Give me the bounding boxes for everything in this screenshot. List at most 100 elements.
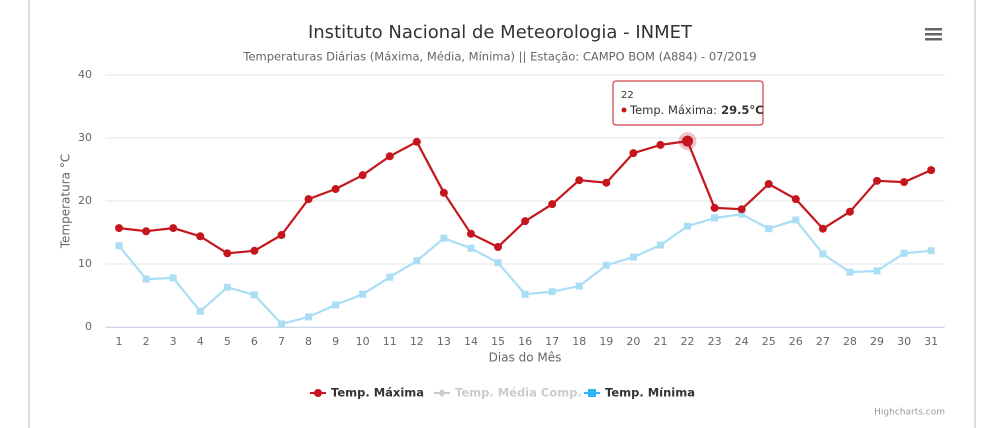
tooltip-label: Temp. Máxima:: [629, 103, 717, 117]
data-point: [738, 210, 746, 218]
x-tick-label: 20: [626, 335, 640, 348]
menu-bar: [925, 33, 942, 36]
tooltip-bullet: [621, 107, 627, 113]
data-point: [845, 207, 854, 216]
y-axis-title: Temperatura °C: [59, 154, 73, 249]
data-point: [250, 291, 258, 299]
x-axis-title: Dias do Mês: [489, 351, 562, 365]
data-point: [359, 290, 367, 298]
data-point: [791, 195, 800, 204]
data-point: [656, 140, 665, 149]
data-point: [196, 307, 204, 315]
data-point: [873, 176, 882, 185]
data-point: [927, 247, 935, 255]
data-point: [169, 224, 178, 233]
data-point: [169, 274, 177, 282]
data-point: [142, 275, 150, 283]
credits[interactable]: Highcharts.com: [874, 408, 945, 418]
menu-bar: [925, 38, 942, 41]
data-point: [385, 152, 394, 161]
data-point: [710, 203, 719, 212]
data-point: [332, 301, 340, 309]
data-point: [142, 227, 151, 236]
x-tick-label: 13: [437, 335, 451, 348]
data-point: [521, 290, 529, 298]
data-point: [684, 222, 692, 230]
data-point: [846, 268, 854, 276]
y-tick-label: 10: [78, 257, 92, 270]
x-tick-label: 10: [356, 335, 370, 348]
data-point: [602, 261, 610, 269]
data-point: [819, 250, 827, 258]
x-tick-label: 1: [116, 335, 123, 348]
legend-item[interactable]: Temp. Média Comp.: [434, 386, 582, 400]
x-tick-label: 23: [708, 335, 722, 348]
data-point: [521, 217, 530, 226]
tooltip-line: Temp. Máxima: 29.5°C: [629, 103, 764, 117]
legend-label: Temp. Máxima: [331, 386, 424, 400]
x-tick-label: 22: [681, 335, 695, 348]
legend-marker: [588, 389, 596, 397]
x-tick-label: 24: [735, 335, 749, 348]
x-tick-label: 15: [491, 335, 505, 348]
data-point: [900, 178, 909, 187]
data-point: [277, 320, 285, 328]
data-point: [413, 257, 421, 265]
x-tick-label: 31: [924, 335, 938, 348]
legend-item[interactable]: Temp. Máxima: [310, 386, 424, 400]
data-point: [440, 234, 448, 242]
x-tick-label: 3: [170, 335, 177, 348]
x-tick-label: 2: [143, 335, 150, 348]
data-point: [115, 224, 124, 233]
x-tick-label: 8: [305, 335, 312, 348]
data-point: [548, 200, 557, 209]
data-point: [656, 241, 664, 249]
x-tick-label: 18: [572, 335, 586, 348]
data-point: [439, 188, 448, 197]
legend-item[interactable]: Temp. Mínima: [584, 386, 695, 400]
data-point: [629, 149, 638, 158]
data-point: [386, 273, 394, 281]
x-tick-label: 9: [332, 335, 339, 348]
data-point: [900, 249, 908, 257]
legend-label: Temp. Média Comp.: [455, 386, 582, 400]
data-point: [818, 224, 827, 233]
x-tick-label: 5: [224, 335, 231, 348]
x-tick-label: 7: [278, 335, 285, 348]
data-point: [737, 205, 746, 214]
data-point: [602, 178, 611, 187]
x-tick-label: 27: [816, 335, 830, 348]
data-point: [575, 282, 583, 290]
data-point: [196, 232, 205, 241]
legend-marker: [438, 389, 446, 397]
x-tick-label: 6: [251, 335, 258, 348]
tooltip: 22 Temp. Máxima: 29.5°C: [612, 80, 764, 126]
data-point: [711, 214, 719, 222]
data-point: [115, 242, 123, 250]
data-point: [466, 229, 475, 238]
chart-title: Instituto Nacional de Meteorologia - INM…: [308, 22, 693, 43]
data-point: [358, 171, 367, 180]
x-tick-label: 25: [762, 335, 776, 348]
menu-button[interactable]: [925, 28, 942, 41]
x-tick-label: 11: [383, 335, 397, 348]
legend-marker: [314, 389, 322, 397]
data-point: [223, 283, 231, 291]
data-point: [305, 313, 313, 321]
legend-label: Temp. Mínima: [605, 386, 695, 400]
x-tick-label: 14: [464, 335, 478, 348]
x-tick-label: 19: [599, 335, 613, 348]
x-tick-label: 30: [897, 335, 911, 348]
tooltip-header: 22: [621, 90, 634, 101]
data-point: [873, 267, 881, 275]
x-tick-label: 12: [410, 335, 424, 348]
tooltip-value: 29.5°C: [721, 103, 764, 117]
x-tick-label: 28: [843, 335, 857, 348]
x-tick-label: 4: [197, 335, 204, 348]
data-point: [304, 195, 313, 204]
y-tick-label: 20: [78, 194, 92, 207]
y-tick-label: 30: [78, 131, 92, 144]
data-point: [682, 135, 694, 147]
x-tick-label: 26: [789, 335, 803, 348]
